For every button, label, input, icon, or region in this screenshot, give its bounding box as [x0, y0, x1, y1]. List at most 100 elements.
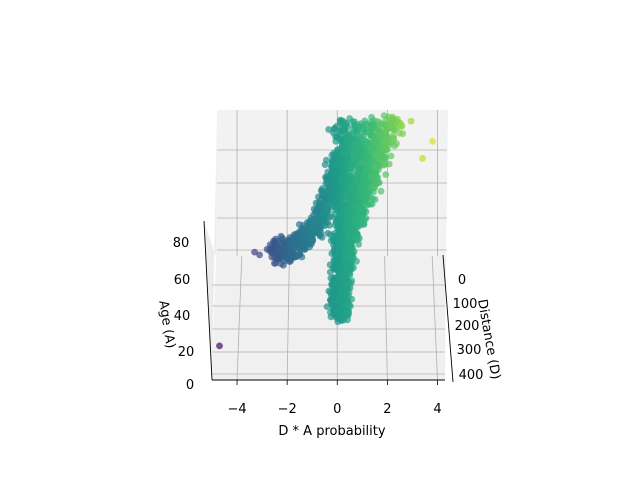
scatter-point [374, 131, 382, 139]
scatter-point [345, 179, 352, 187]
scatter-point [381, 132, 389, 140]
scatter-point [344, 218, 352, 226]
scatter-point [376, 122, 384, 130]
scatter-point [332, 133, 339, 141]
scatter-point [350, 264, 357, 271]
scatter-point [296, 248, 304, 256]
scatter-point [362, 141, 370, 149]
scatter-point [352, 171, 360, 178]
scatter-point [390, 136, 397, 144]
scatter-point [354, 132, 362, 140]
scatter-point [350, 158, 358, 166]
scatter-point [343, 158, 351, 166]
scatter-point [351, 140, 359, 148]
scatter-point [316, 232, 324, 240]
scatter-point [360, 171, 368, 178]
scatter-point [353, 235, 360, 243]
scatter-point [332, 163, 340, 170]
scatter-point [287, 257, 294, 265]
scatter-point [338, 202, 345, 209]
scatter-point [306, 231, 314, 239]
scatter-point [380, 112, 388, 120]
scatter-point [334, 225, 342, 233]
scatter-point [334, 188, 341, 196]
scatter-point [368, 200, 376, 208]
scatter-point [362, 160, 370, 168]
scatter-point [367, 174, 375, 182]
scatter-point [344, 195, 351, 202]
scatter-point [319, 185, 326, 192]
scatter-point [331, 282, 338, 289]
scatter-point [325, 183, 333, 191]
scatter-point [216, 342, 223, 350]
z-tick-label: 20 [178, 345, 195, 360]
scatter-point [370, 184, 378, 192]
y-axis-line [442, 254, 454, 383]
scatter-point [321, 161, 329, 169]
scatter-point [346, 233, 354, 241]
scatter-point [331, 303, 339, 311]
scatter-point [341, 126, 348, 133]
y-tick-label: 400 [459, 368, 484, 383]
scatter-point [330, 125, 338, 133]
z-axis-label: Age (A) [155, 299, 177, 349]
x-tick-labels: −4 −2 0 2 4 [227, 380, 442, 417]
data-points [216, 112, 436, 350]
scatter-point [337, 137, 345, 144]
scatter-point [309, 215, 317, 223]
scatter-point [337, 287, 344, 294]
scatter-point [379, 138, 387, 146]
scatter-point [340, 175, 347, 182]
scatter-point [396, 129, 403, 137]
scatter-point [346, 143, 354, 151]
scatter-point [398, 122, 405, 129]
scatter-point [382, 154, 390, 161]
scatter-point [347, 208, 354, 216]
scatter-point [266, 246, 273, 254]
scatter-point [315, 199, 323, 207]
scatter-point [381, 144, 388, 151]
scatter-point [353, 177, 361, 185]
y-tick-labels: 0 100 200 300 400 [453, 273, 484, 383]
scatter-point [338, 211, 346, 219]
scatter-point [271, 259, 278, 267]
scatter-point [371, 138, 379, 146]
scatter-point [377, 187, 385, 195]
scatter-point [381, 160, 389, 168]
scatter-point [337, 273, 345, 281]
scatter-point [332, 170, 339, 177]
z-tick-labels: 0 20 40 60 80 [173, 236, 195, 393]
scatter-point [275, 246, 283, 254]
scatter-point [308, 224, 316, 232]
scatter-point [300, 226, 308, 234]
y-tick-label: 200 [455, 319, 480, 334]
scatter-point [329, 157, 337, 165]
scatter-point [344, 299, 352, 306]
scatter-point [325, 213, 333, 221]
scatter-point [373, 178, 380, 186]
z-tick-label: 60 [174, 273, 191, 288]
scatter-point [251, 248, 258, 256]
scatter-point [368, 113, 375, 121]
scatter-point [342, 150, 350, 157]
scatter-point [369, 195, 376, 203]
z-tick-label: 40 [174, 309, 191, 324]
scatter-point [335, 240, 343, 248]
scatter-point [389, 113, 396, 121]
scatter-point [429, 137, 436, 145]
x-grid-line [286, 255, 290, 381]
scatter-point [357, 120, 365, 127]
scatter-point [342, 255, 350, 263]
scatter-point [374, 149, 382, 156]
scatter-point [362, 120, 370, 128]
scatter-point [353, 211, 361, 219]
scatter-point [278, 240, 286, 248]
x-tick-label: 2 [383, 402, 391, 417]
scatter-point [323, 303, 331, 310]
scatter-point [346, 115, 354, 122]
scatter-point [319, 190, 327, 198]
scatter-point [372, 164, 379, 172]
scatter-point [268, 253, 276, 261]
scatter-point [365, 128, 373, 136]
